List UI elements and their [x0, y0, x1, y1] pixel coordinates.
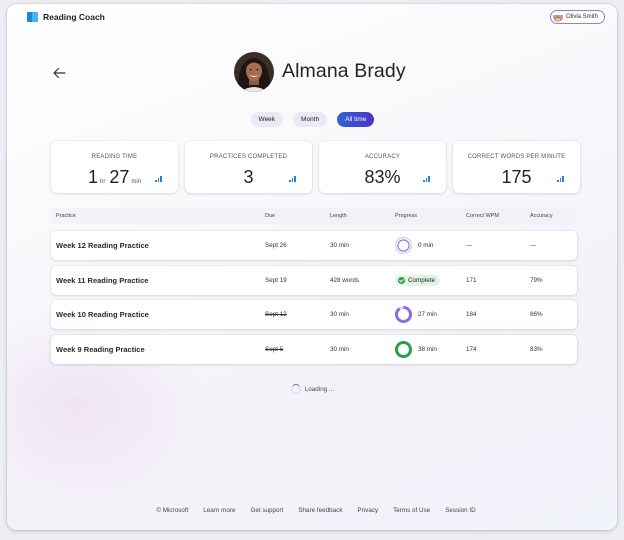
practice-title: Week 9 Reading Practice — [56, 345, 145, 354]
student-avatar — [234, 52, 274, 92]
footer-link-get-support[interactable]: Get support — [250, 507, 284, 514]
app-name: Reading Coach — [43, 12, 105, 22]
footer-link-share-feedback[interactable]: Share feedback — [298, 507, 343, 514]
stat-value: 175 — [501, 167, 532, 187]
accuracy: --- — [530, 242, 537, 249]
loading-indicator: Loading ... — [7, 384, 617, 394]
due-date: Sept 12 — [265, 311, 287, 318]
correct-wpm: 171 — [466, 277, 477, 284]
table-row[interactable]: Week 11 Reading Practice Sept 19 428 wor… — [51, 266, 577, 295]
footer-link-learn-more[interactable]: Learn more — [203, 507, 236, 514]
copyright: © Microsoft — [156, 507, 189, 514]
user-avatar — [552, 12, 563, 22]
practice-title: Week 11 Reading Practice — [56, 276, 149, 285]
back-arrow-icon[interactable] — [52, 66, 66, 79]
stat-value: 3 — [243, 167, 254, 187]
footer-link-session-id[interactable]: Session ID — [445, 507, 476, 514]
reading-hours: 1 — [87, 167, 98, 187]
correct-wpm: 184 — [466, 311, 477, 318]
progress-text: 0 min — [418, 242, 434, 249]
bar-chart-icon[interactable] — [557, 176, 564, 182]
header-accuracy[interactable]: Accuracy — [530, 213, 553, 219]
correct-wpm: 174 — [466, 346, 477, 353]
stat-card-practices-completed: PRACTICES COMPLETED 3 — [185, 141, 312, 193]
spinner-icon — [290, 384, 301, 394]
bar-chart-icon[interactable] — [155, 176, 162, 182]
complete-badge: Complete — [395, 275, 440, 286]
table-row[interactable]: Week 12 Reading Practice Sept 26 30 min … — [51, 231, 577, 260]
practice-length: 30 min — [330, 311, 349, 318]
due-date: Sept 19 — [265, 277, 287, 284]
header-correct-wpm[interactable]: Correct WPM — [466, 213, 499, 219]
user-name: Olivia Smith — [565, 14, 598, 20]
due-date: Sept 5 — [265, 346, 284, 353]
header-length[interactable]: Length — [330, 213, 347, 219]
practice-title: Week 12 Reading Practice — [56, 241, 149, 250]
accuracy: 79% — [530, 277, 543, 284]
due-date: Sept 26 — [265, 242, 287, 249]
stat-label: CORRECT WORDS PER MINUTE — [467, 154, 566, 160]
reading-coach-logo-icon — [27, 12, 38, 22]
progress-text: 38 min — [418, 346, 437, 353]
header-due[interactable]: Due — [265, 213, 276, 219]
accuracy: 83% — [530, 346, 543, 353]
time-range-filters: Week Month All time — [7, 112, 617, 127]
practice-length: 30 min — [330, 242, 349, 249]
user-account-button[interactable]: Olivia Smith — [549, 10, 605, 24]
bar-chart-icon[interactable] — [289, 176, 296, 182]
stat-card-reading-time: READING TIME 1 hr 27 min — [51, 141, 178, 193]
stat-label: PRACTICES COMPLETED — [209, 154, 288, 160]
stat-card-accuracy: ACCURACY 83% — [319, 141, 446, 193]
checkmark-icon — [398, 277, 405, 284]
stat-value: 83% — [364, 167, 401, 187]
table-row[interactable]: Week 10 Reading Practice Sept 12 30 min … — [51, 300, 577, 329]
filter-all-time[interactable]: All time — [337, 112, 375, 127]
progress-text: 27 min — [418, 311, 437, 318]
student-name: Almana Brady — [282, 60, 406, 82]
practice-title: Week 10 Reading Practice — [56, 310, 149, 319]
progress-text: Complete — [408, 277, 435, 284]
app-window: Reading Coach Olivia Smith — [7, 4, 617, 530]
accuracy: 86% — [530, 311, 543, 318]
practice-length: 30 min — [330, 346, 349, 353]
reading-minutes: 27 — [109, 167, 130, 187]
bar-chart-icon[interactable] — [423, 176, 430, 182]
minutes-unit: min — [131, 179, 142, 185]
footer-link-privacy[interactable]: Privacy — [357, 507, 379, 514]
loading-text: Loading ... — [304, 385, 335, 393]
progress-ring-icon — [395, 306, 412, 323]
footer-link-terms-of-use[interactable]: Terms of Use — [393, 507, 431, 514]
progress-ring-icon — [394, 236, 413, 255]
footer: © Microsoft Learn more Get support Share… — [7, 507, 617, 514]
filter-week[interactable]: Week — [250, 112, 284, 127]
header-progress[interactable]: Progress — [395, 213, 418, 219]
header-practice[interactable]: Practice — [56, 213, 76, 219]
stat-label: READING TIME — [91, 154, 138, 160]
brand: Reading Coach — [27, 12, 105, 22]
stat-card-wpm: CORRECT WORDS PER MINUTE 175 — [453, 141, 580, 193]
table-header: Practice Due Length Progress Correct WPM… — [51, 208, 577, 224]
stat-value: 1 hr 27 min — [51, 167, 178, 188]
stats-row: READING TIME 1 hr 27 min PRACTICES COMPL… — [51, 141, 580, 193]
correct-wpm: --- — [466, 242, 473, 249]
hours-unit: hr — [99, 179, 106, 185]
filter-month[interactable]: Month — [293, 112, 328, 127]
stat-label: ACCURACY — [364, 154, 401, 160]
progress-ring-icon — [395, 341, 412, 358]
background-glow — [7, 304, 207, 504]
practice-length: 428 words — [330, 277, 360, 284]
table-row[interactable]: Week 9 Reading Practice Sept 5 30 min 38… — [51, 335, 577, 364]
